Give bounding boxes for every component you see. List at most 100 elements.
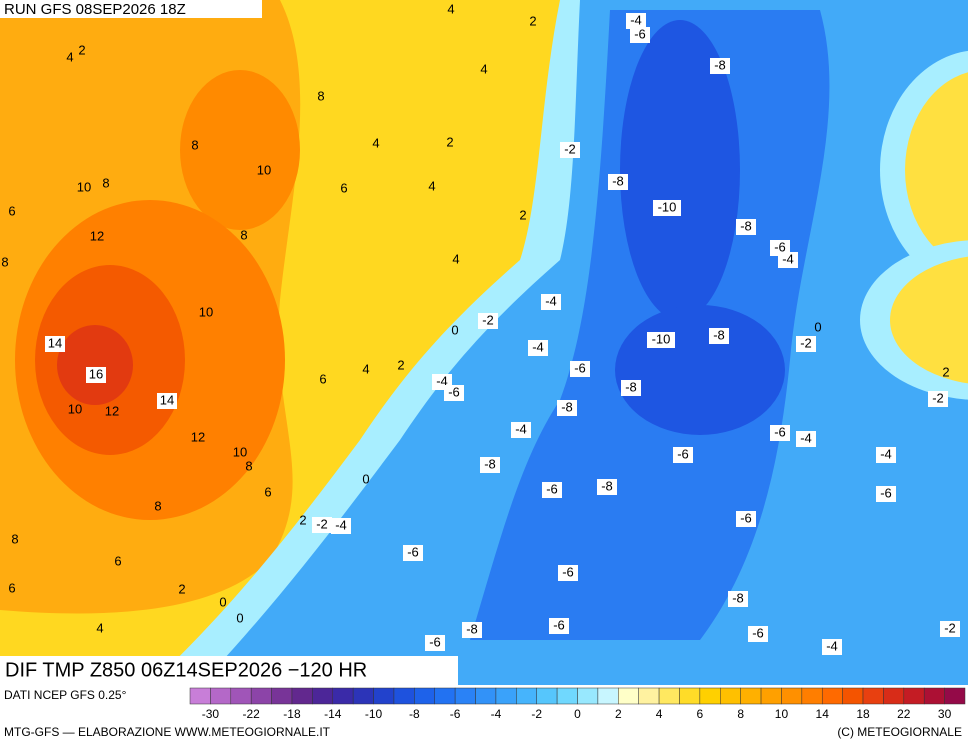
contour-label: 12 xyxy=(191,429,205,444)
colorbar-label: 0 xyxy=(574,707,581,721)
contour-label: 0 xyxy=(814,319,821,334)
contour-label: -4 xyxy=(436,373,448,388)
colorbar-label: -4 xyxy=(491,707,502,721)
contour-label: -4 xyxy=(515,421,527,436)
colorbar-swatch xyxy=(250,687,272,705)
contour-label: 10 xyxy=(199,304,213,319)
contour-label: 10 xyxy=(77,179,91,194)
contour-label-box xyxy=(710,58,730,74)
colorbar-swatch xyxy=(801,687,823,705)
contour-label-box xyxy=(876,447,896,463)
contour-label: 8 xyxy=(102,175,109,190)
field-colder-north xyxy=(620,20,740,320)
colorbar-swatch xyxy=(781,687,803,705)
contour-label: 8 xyxy=(245,458,252,473)
colorbar-swatch xyxy=(475,687,497,705)
contour-label-box xyxy=(462,622,482,638)
colorbar-swatch xyxy=(821,687,843,705)
run-label: RUN GFS 08SEP2026 18Z xyxy=(4,1,186,18)
contour-label: -6 xyxy=(562,564,574,579)
contour-label-box xyxy=(626,13,646,29)
colorbar-swatch xyxy=(352,687,374,705)
colorbar-swatch xyxy=(414,687,435,705)
contour-label-box xyxy=(770,425,790,441)
contour-label: 4 xyxy=(452,251,459,266)
contour-label: -2 xyxy=(564,141,576,156)
contour-label: -4 xyxy=(826,638,838,653)
colorbar-swatch xyxy=(556,687,578,705)
colorbar-swatch xyxy=(923,687,945,705)
contour-label: 6 xyxy=(8,203,15,218)
contour-label: -6 xyxy=(429,634,441,649)
contour-label: -8 xyxy=(561,399,573,414)
colorbar-label: 6 xyxy=(697,707,704,721)
source-label: DATI NCEP GFS 0.25° xyxy=(4,688,127,702)
contour-label: -6 xyxy=(574,360,586,375)
contour-label: -8 xyxy=(740,218,752,233)
colorbar-swatch xyxy=(862,687,884,705)
colorbar-swatch xyxy=(230,687,252,705)
contour-label-box xyxy=(157,393,177,409)
colorbar-swatch xyxy=(842,687,864,705)
colorbar-label: -6 xyxy=(450,707,461,721)
colorbar-swatch xyxy=(618,687,639,705)
contour-label: -4 xyxy=(335,517,347,532)
contour-label-box xyxy=(480,457,500,473)
contour-label-box xyxy=(928,391,948,407)
colorbar-swatch xyxy=(577,687,599,705)
field-label: DIF TMP Z850 06Z14SEP2026 −120 HR xyxy=(5,659,367,681)
contour-label-box xyxy=(444,385,464,401)
colorbar-swatch xyxy=(454,687,476,705)
contour-label: 10 xyxy=(68,401,82,416)
colorbar-swatch xyxy=(189,687,211,705)
contour-label: -8 xyxy=(466,621,478,636)
contour-label-box xyxy=(673,447,693,463)
contour-label: 0 xyxy=(451,322,458,337)
contour-label: 12 xyxy=(105,403,119,418)
contour-label: 4 xyxy=(428,178,435,193)
contour-label: -6 xyxy=(677,446,689,461)
contour-label: 16 xyxy=(89,366,103,381)
contour-label: -2 xyxy=(944,620,956,635)
contour-label: 6 xyxy=(340,180,347,195)
colorbar-swatch xyxy=(332,687,354,705)
colorbar-swatch xyxy=(903,687,925,705)
contour-label-box xyxy=(796,336,816,352)
colorbar-swatch xyxy=(312,687,334,705)
contour-label: 2 xyxy=(299,512,306,527)
colorbar-label: -22 xyxy=(243,707,261,721)
contour-label-box xyxy=(876,486,896,502)
contour-label-box xyxy=(822,639,842,655)
colorbar-swatch xyxy=(883,687,905,705)
contour-label: 2 xyxy=(78,42,85,57)
colorbar-swatch xyxy=(516,687,537,705)
contour-label: -6 xyxy=(448,384,460,399)
contour-label: -2 xyxy=(932,390,944,405)
contour-label-box xyxy=(796,431,816,447)
credit-label: MTG-GFS — ELABORAZIONE WWW.METEOGIORNALE… xyxy=(4,725,331,739)
contour-label: 2 xyxy=(397,357,404,372)
colorbar-label: 10 xyxy=(775,707,789,721)
contour-label: -6 xyxy=(553,617,565,632)
contour-label: -6 xyxy=(880,485,892,500)
contour-label: 4 xyxy=(372,135,379,150)
contour-label-box xyxy=(748,626,768,642)
contour-label-box xyxy=(549,618,569,634)
contour-label: -8 xyxy=(732,590,744,605)
contour-label: 14 xyxy=(48,335,62,350)
contour-label: -8 xyxy=(713,327,725,342)
contour-label-box xyxy=(511,422,531,438)
colorbar-label: -30 xyxy=(202,707,220,721)
colorbar-label: -10 xyxy=(365,707,383,721)
contour-label-box xyxy=(86,367,106,383)
contour-label: 8 xyxy=(240,227,247,242)
temperature-field xyxy=(0,0,968,685)
contour-label: -10 xyxy=(652,331,671,346)
contour-label-box xyxy=(630,27,650,43)
contour-label: 10 xyxy=(257,162,271,177)
contour-label: -6 xyxy=(407,544,419,559)
contour-label: 8 xyxy=(154,498,161,513)
contour-label: -2 xyxy=(316,516,328,531)
contour-label: 12 xyxy=(90,228,104,243)
